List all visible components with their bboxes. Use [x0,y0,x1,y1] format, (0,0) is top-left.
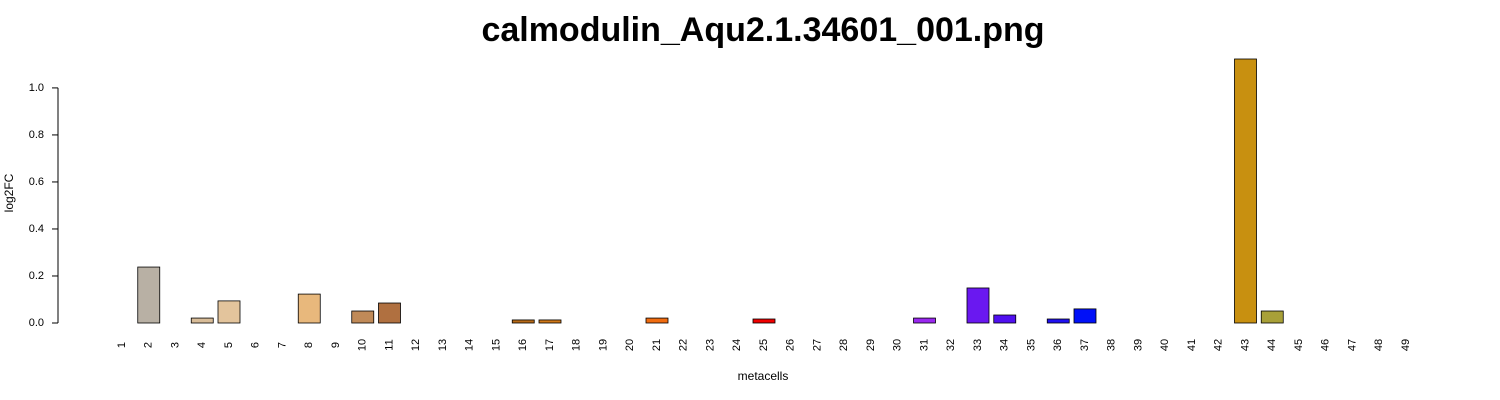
y-tick-label: 0.2 [29,270,44,282]
x-tick-label: 35 [1025,339,1037,351]
x-tick-label: 31 [918,339,930,351]
x-tick-label: 10 [357,339,369,351]
bar [378,302,401,324]
x-tick-label: 17 [544,339,556,351]
bar [538,319,562,324]
x-tick-label: 36 [1052,339,1064,351]
x-tick-label: 13 [437,339,449,351]
x-tick-label: 45 [1293,339,1305,351]
x-tick-label: 14 [464,339,476,351]
x-tick-label: 8 [303,342,315,348]
bar [217,300,241,324]
x-tick-label: 44 [1266,339,1278,351]
y-tick-label: 1.0 [29,82,44,94]
bar [645,317,669,324]
x-tick-label: 1 [116,342,128,348]
chart-title: calmodulin_Aqu2.1.34601_001.png [481,11,1044,49]
x-tick-label: 4 [196,342,208,348]
bar [351,310,375,324]
bar [1234,58,1257,324]
bar [511,319,535,324]
x-tick-label: 18 [571,339,583,351]
x-tick-label: 39 [1132,339,1144,351]
x-tick-label: 29 [865,339,877,351]
x-tick-label: 5 [223,342,235,348]
x-tick-label: 6 [250,342,262,348]
x-tick-label: 38 [1106,339,1118,351]
x-tick-label: 26 [785,339,797,351]
x-tick-label: 42 [1213,339,1225,351]
x-tick-label: 2 [143,342,155,348]
x-tick-label: 47 [1346,339,1358,351]
x-tick-label: 22 [678,339,690,351]
x-tick-label: 34 [999,339,1011,351]
bar [1046,318,1070,324]
x-tick-label: 9 [330,342,342,348]
x-tick-label: 25 [758,339,770,351]
y-axis-label: log2FC [2,173,16,212]
x-tick-label: 46 [1320,339,1332,351]
bar [190,317,214,324]
x-tick-label: 32 [945,339,957,351]
x-tick-label: 48 [1373,339,1385,351]
x-tick-label: 28 [838,339,850,351]
x-tick-label: 30 [892,339,904,351]
x-tick-label: 3 [169,342,181,348]
y-tick-label: 0.6 [29,176,44,188]
x-tick-label: 21 [651,339,663,351]
bar [1260,310,1284,324]
bar [1073,308,1097,324]
bar [752,318,776,324]
x-tick-label: 20 [624,339,636,351]
bar [966,287,990,324]
x-tick-label: 15 [490,339,502,351]
x-tick-label: 33 [972,339,984,351]
bar [297,293,321,324]
x-tick-label: 41 [1186,339,1198,351]
bar [137,266,161,324]
y-tick-label: 0.4 [29,223,44,235]
bar [993,314,1017,324]
x-tick-label: 37 [1079,339,1091,351]
x-tick-label: 40 [1159,339,1171,351]
x-tick-label: 23 [704,339,716,351]
bar [913,317,936,324]
y-tick-label: 0.8 [29,129,44,141]
x-tick-label: 27 [811,339,823,351]
x-tick-label: 43 [1239,339,1251,351]
x-tick-label: 16 [517,339,529,351]
x-tick-label: 11 [383,339,395,350]
x-tick-label: 49 [1400,339,1412,351]
x-tick-label: 24 [731,339,743,351]
x-tick-label: 12 [410,339,422,351]
x-tick-label: 7 [276,342,288,348]
y-tick-label: 0.0 [29,317,44,329]
x-tick-label: 19 [597,339,609,351]
x-axis-label: metacells [738,369,789,383]
